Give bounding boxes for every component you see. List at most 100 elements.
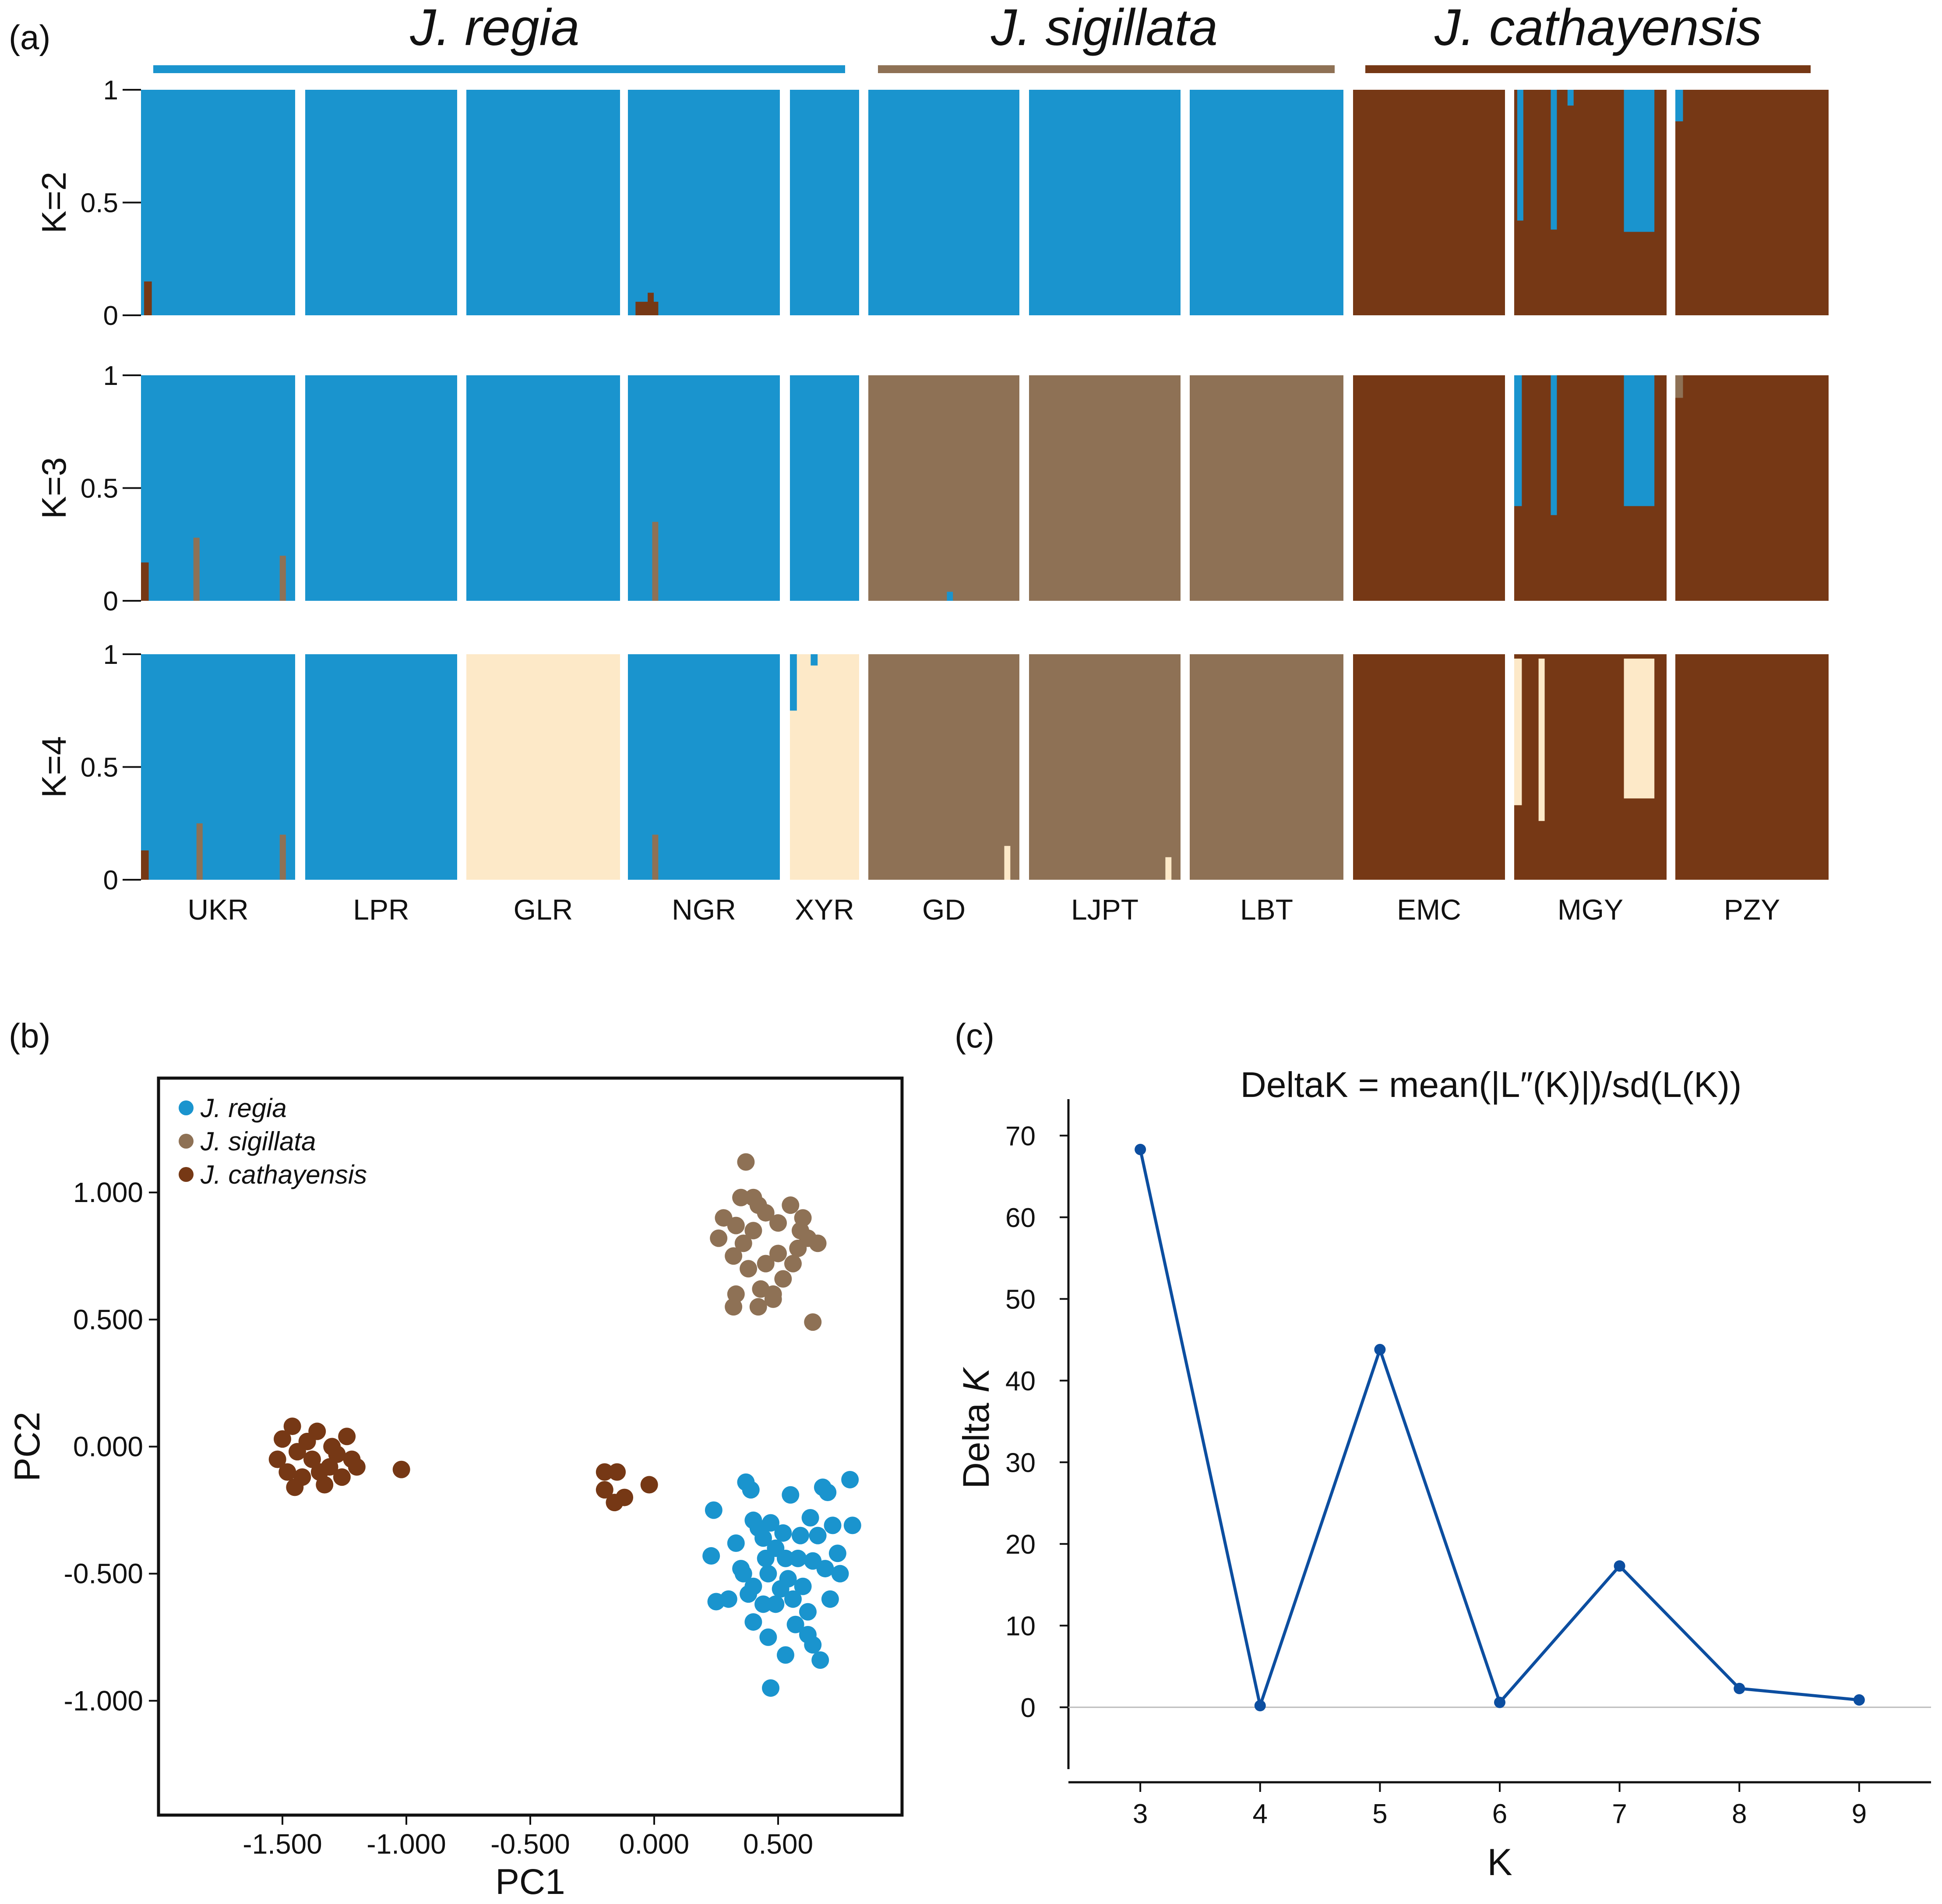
scatter-point-cathayensis bbox=[333, 1468, 351, 1486]
admixed-individual-bar-mgy bbox=[1624, 375, 1655, 506]
population-bar-glr bbox=[466, 654, 620, 880]
scatter-point-cathayensis bbox=[286, 1478, 304, 1496]
y-tick-label: 0 bbox=[103, 301, 118, 331]
delta-k-point-7 bbox=[1614, 1560, 1625, 1572]
population-bar-ljpt bbox=[1029, 90, 1181, 315]
scatter-point-cathayensis bbox=[308, 1422, 326, 1440]
scatter-point-regia bbox=[734, 1565, 752, 1583]
y-tick-label: 0.500 bbox=[73, 1304, 143, 1335]
scatter-point-regia bbox=[754, 1529, 772, 1547]
scatter-point-regia bbox=[811, 1651, 829, 1669]
scatter-point-sigillata bbox=[769, 1214, 787, 1232]
admixed-individual-bar-gd bbox=[1004, 846, 1011, 880]
y-tick-label: 40 bbox=[1005, 1366, 1036, 1396]
admixed-individual-bar-mgy bbox=[1551, 375, 1557, 515]
scatter-point-sigillata bbox=[710, 1229, 728, 1247]
population-label-ljpt: LJPT bbox=[1071, 893, 1138, 926]
scatter-point-regia bbox=[772, 1580, 789, 1598]
scatter-point-regia bbox=[843, 1516, 861, 1534]
legend-label-cathayensis: J. cathayensis bbox=[200, 1160, 367, 1189]
population-label-pzy: PZY bbox=[1724, 893, 1780, 926]
scatter-point-cathayensis bbox=[596, 1481, 613, 1499]
admixed-individual-bar-ukr bbox=[193, 537, 200, 601]
y-tick-label: 10 bbox=[1005, 1611, 1036, 1641]
scatter-point-sigillata bbox=[725, 1247, 743, 1265]
admixed-individual-bar-ukr bbox=[279, 835, 286, 880]
admixed-individual-bar-xyr bbox=[790, 654, 797, 711]
population-bar-lbt bbox=[1190, 654, 1343, 880]
population-bar-lpr bbox=[305, 375, 457, 601]
x-tick-label: -1.000 bbox=[367, 1828, 446, 1860]
scatter-point-sigillata bbox=[791, 1222, 809, 1240]
population-bar-gd bbox=[868, 375, 1019, 601]
x-tick-label: 9 bbox=[1852, 1799, 1867, 1829]
admixed-individual-bar-ngr bbox=[652, 522, 659, 601]
scatter-point-regia bbox=[816, 1560, 834, 1578]
scatter-point-regia bbox=[791, 1527, 809, 1544]
scatter-point-sigillata bbox=[769, 1245, 787, 1262]
legend-marker-cathayensis bbox=[179, 1167, 194, 1182]
species-label-cathayensis: J. cathayensis bbox=[1434, 0, 1762, 56]
population-label-gd: GD bbox=[922, 893, 966, 926]
delta-k-point-4 bbox=[1254, 1700, 1266, 1712]
population-label-emc: EMC bbox=[1397, 893, 1461, 926]
delta-k-point-8 bbox=[1734, 1682, 1745, 1694]
population-bar-lpr bbox=[305, 654, 457, 880]
scatter-point-sigillata bbox=[782, 1196, 800, 1214]
y-tick-label: 0.5 bbox=[81, 188, 118, 219]
population-label-ngr: NGR bbox=[672, 893, 736, 926]
admixed-individual-bar-pzy bbox=[1675, 375, 1683, 398]
scatter-point-cathayensis bbox=[321, 1458, 338, 1476]
admixed-individual-bar-ngr bbox=[648, 293, 654, 315]
delta-k-line-chart: DeltaK = mean(|L″(K)|)/sd(L(K)) 0 10 20 30 40… bbox=[955, 1065, 1931, 1883]
population-bar-ukr bbox=[141, 90, 295, 315]
admixed-individual-bar-mgy bbox=[1514, 659, 1522, 805]
x-axis-label: PC1 bbox=[495, 1862, 565, 1902]
scatter-point-sigillata bbox=[727, 1216, 745, 1234]
scatter-point-regia bbox=[809, 1527, 827, 1544]
x-tick-label: -1.500 bbox=[243, 1828, 322, 1860]
scatter-point-regia bbox=[740, 1585, 758, 1603]
x-tick-label: 7 bbox=[1612, 1799, 1627, 1829]
scatter-point-regia bbox=[794, 1577, 812, 1595]
population-bar-pzy bbox=[1675, 90, 1829, 315]
y-tick-label: 1 bbox=[103, 640, 118, 670]
population-bar-lbt bbox=[1190, 375, 1343, 601]
scatter-point-regia bbox=[824, 1516, 842, 1534]
scatter-point-regia bbox=[759, 1628, 777, 1646]
x-axis-label: K bbox=[1487, 1841, 1512, 1883]
scatter-point-sigillata bbox=[789, 1239, 807, 1257]
scatter-point-regia bbox=[782, 1486, 800, 1504]
scatter-point-regia bbox=[789, 1549, 807, 1567]
scatter-point-regia bbox=[786, 1615, 804, 1633]
scatter-point-regia bbox=[762, 1679, 780, 1697]
scatter-point-sigillata bbox=[725, 1298, 743, 1316]
scatter-point-regia bbox=[754, 1595, 772, 1613]
x-tick-label: 0.000 bbox=[619, 1828, 689, 1860]
y-tick-label: 1 bbox=[103, 361, 118, 391]
x-tick-label: -0.500 bbox=[490, 1828, 570, 1860]
row-label: K=3 bbox=[35, 457, 73, 519]
population-bar-ukr bbox=[141, 654, 295, 880]
scatter-point-cathayensis bbox=[596, 1463, 613, 1481]
delta-k-series-line bbox=[1138, 1149, 1860, 1707]
population-bar-emc bbox=[1353, 375, 1505, 601]
x-tick-label: 3 bbox=[1133, 1799, 1148, 1829]
admixed-individual-bar-ukr bbox=[141, 850, 149, 880]
population-bar-gd bbox=[868, 90, 1019, 315]
delta-k-point-6 bbox=[1494, 1696, 1505, 1708]
population-bar-ljpt bbox=[1029, 654, 1181, 880]
population-bar-ngr bbox=[628, 375, 780, 601]
population-label-glr: GLR bbox=[514, 893, 573, 926]
scatter-point-regia bbox=[776, 1646, 794, 1664]
scatter-point-sigillata bbox=[744, 1222, 762, 1240]
scatter-point-regia bbox=[767, 1595, 785, 1613]
population-bar-ljpt bbox=[1029, 375, 1181, 601]
legend-marker-sigillata bbox=[179, 1134, 194, 1149]
delta-k-point-3 bbox=[1135, 1143, 1146, 1155]
scatter-point-regia bbox=[719, 1590, 737, 1608]
population-bar-emc bbox=[1353, 654, 1505, 880]
y-tick-label: 0 bbox=[103, 586, 118, 617]
scatter-point-cathayensis bbox=[616, 1488, 634, 1506]
scatter-point-cathayensis bbox=[328, 1445, 346, 1463]
